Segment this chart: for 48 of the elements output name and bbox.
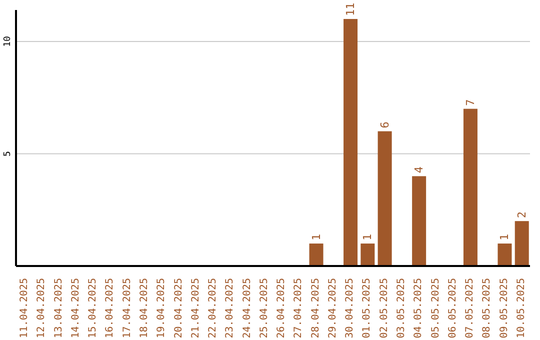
data-label: 1 — [310, 234, 323, 241]
x-tick-label: 01.05.2025 — [362, 278, 373, 338]
x-tick-label: 21.04.2025 — [190, 278, 202, 338]
bar — [378, 131, 392, 266]
x-tick-label: 26.04.2025 — [276, 278, 288, 338]
x-tick-label: 15.04.2025 — [88, 278, 99, 338]
bar — [412, 176, 426, 266]
x-tick-label: 28.04.2025 — [310, 278, 322, 338]
x-tick-label: 17.04.2025 — [122, 278, 133, 338]
x-tick-label: 27.04.2025 — [293, 278, 304, 338]
data-label: 2 — [515, 211, 528, 218]
x-tick-label: 11.04.2025 — [19, 278, 30, 338]
x-tick-label: 14.04.2025 — [70, 278, 82, 338]
x-tick-label: 19.04.2025 — [156, 278, 168, 338]
x-tick-label: 13.04.2025 — [53, 278, 64, 338]
x-tick-label: 10.05.2025 — [516, 278, 527, 338]
data-label: 1 — [498, 234, 512, 241]
x-tick-label: 12.04.2025 — [36, 278, 48, 338]
data-label: 6 — [378, 122, 392, 128]
x-tick-label: 30.04.2025 — [344, 278, 356, 338]
data-label: 1 — [361, 234, 374, 241]
x-tick-label: 29.04.2025 — [327, 278, 338, 338]
y-tick-label: 5 — [3, 151, 13, 156]
x-tick-label: 16.04.2025 — [104, 278, 116, 338]
data-label: 4 — [412, 166, 426, 174]
x-tick-label: 06.05.2025 — [447, 278, 458, 338]
x-tick-label: 08.05.2025 — [482, 278, 493, 338]
x-tick-label: 03.05.2025 — [396, 278, 407, 338]
x-tick-label: 24.04.2025 — [242, 278, 253, 338]
x-tick-label: 04.05.2025 — [413, 278, 424, 338]
bar — [514, 221, 529, 266]
bar — [360, 244, 375, 266]
x-tick-label: 18.04.2025 — [139, 278, 150, 338]
bar — [344, 18, 358, 266]
x-tick-label: 22.04.2025 — [208, 278, 219, 338]
x-tick-label: 23.04.2025 — [224, 278, 236, 338]
bar — [309, 244, 324, 266]
bar — [463, 108, 478, 266]
x-tick-label: 05.05.2025 — [430, 278, 442, 338]
x-tick-label: 07.05.2025 — [464, 278, 476, 338]
data-label: 11 — [344, 2, 358, 16]
x-tick-label: 02.05.2025 — [378, 278, 390, 338]
bar — [498, 244, 512, 266]
y-tick-label: 10 — [3, 36, 13, 47]
x-tick-label: 09.05.2025 — [498, 278, 510, 338]
x-tick-label: 25.04.2025 — [258, 278, 270, 338]
data-label: 7 — [464, 99, 477, 106]
x-tick-label: 20.04.2025 — [173, 278, 184, 338]
